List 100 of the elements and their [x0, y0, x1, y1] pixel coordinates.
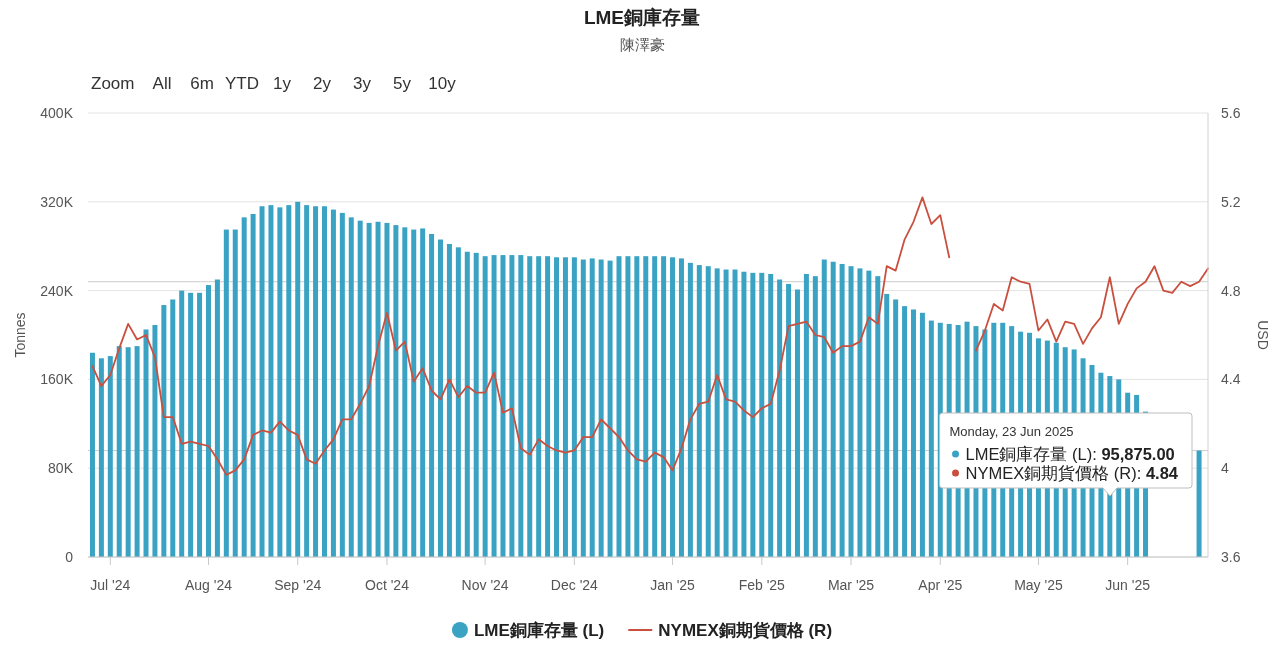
- bar: [500, 255, 506, 557]
- chart-title: LME銅庫存量: [583, 7, 701, 28]
- annotation: Monday, 23 Jun 2025: [949, 424, 1074, 439]
- bar: [607, 260, 613, 557]
- bar: [232, 229, 238, 557]
- y-tick-label: 80K: [48, 460, 74, 477]
- bar: [866, 270, 872, 557]
- bar: [402, 227, 408, 557]
- bar: [1196, 450, 1202, 557]
- bar: [357, 220, 363, 557]
- bar: [884, 293, 890, 557]
- x-tick-label: Aug '24: [184, 577, 233, 593]
- y2-tick-label: 4.8: [1221, 282, 1241, 299]
- bar: [803, 273, 809, 557]
- y-tick-label: 240K: [40, 282, 74, 299]
- y2-tick-label: 4: [1221, 460, 1229, 477]
- x-tick-label: Mar '25: [827, 577, 875, 593]
- bar: [259, 206, 265, 557]
- x-tick-label: Dec '24: [550, 577, 599, 593]
- y2-tick-label: 4.4: [1221, 371, 1241, 388]
- bar: [875, 276, 881, 557]
- bar: [250, 214, 256, 557]
- bar: [161, 305, 167, 557]
- text: 1y: [273, 74, 292, 93]
- x-tick-label: Nov '24: [461, 577, 509, 593]
- bar: [759, 272, 765, 557]
- bar: [125, 347, 131, 557]
- text: 10y: [428, 74, 457, 93]
- bar: [911, 309, 916, 557]
- bar: [116, 346, 122, 557]
- text: 5y: [393, 74, 412, 93]
- y-tick-label: 400K: [40, 105, 74, 121]
- bar: [571, 257, 577, 557]
- text: Zoom: [91, 74, 135, 93]
- bar: [670, 257, 676, 557]
- bar: [509, 255, 515, 557]
- text: YTD: [225, 74, 259, 93]
- y-tick-label: 320K: [40, 193, 74, 210]
- text: 2y: [313, 74, 332, 93]
- x-tick-label: Sep '24: [274, 577, 322, 593]
- bar: [286, 205, 292, 557]
- bar: [777, 279, 783, 557]
- bar: [741, 271, 747, 557]
- y2-tick-label: 5.6: [1221, 105, 1241, 121]
- bar: [170, 299, 176, 557]
- bar: [616, 256, 622, 557]
- bar: [625, 256, 631, 557]
- bar: [545, 256, 551, 557]
- bar: [893, 299, 899, 557]
- bar: [188, 292, 194, 557]
- bar: [143, 329, 149, 557]
- bar: [384, 222, 390, 557]
- bar: [634, 256, 640, 557]
- bar: [277, 207, 283, 557]
- bar: [214, 279, 220, 557]
- bar: [821, 259, 827, 557]
- y2-tick-label: 3.6: [1221, 549, 1241, 565]
- bar: [812, 276, 818, 557]
- bar: [98, 358, 104, 557]
- bar: [473, 252, 479, 557]
- bar: [687, 262, 693, 557]
- bar: [446, 243, 452, 557]
- bar: [705, 266, 711, 557]
- bar: [429, 233, 435, 557]
- bar: [179, 290, 185, 557]
- bar: [339, 212, 345, 557]
- bar: [919, 312, 925, 557]
- bar: [89, 352, 95, 557]
- bar: [455, 247, 461, 557]
- y2-axis-title: USD: [1255, 320, 1271, 350]
- y-tick-label: 160K: [40, 371, 74, 388]
- bar: [857, 268, 863, 557]
- bar: [223, 229, 229, 557]
- bar: [536, 256, 542, 557]
- bar: [438, 239, 444, 557]
- bar: [768, 273, 774, 557]
- bar: [366, 222, 372, 557]
- bar: [197, 292, 203, 557]
- bar: [830, 261, 836, 557]
- bar: [152, 325, 158, 557]
- x-tick-label: Feb '25: [738, 577, 786, 593]
- bar: [268, 205, 274, 557]
- bar: [375, 221, 381, 557]
- bar: [491, 255, 497, 557]
- annotation: LME銅庫存量 (L): 95,875.00: [965, 445, 1175, 463]
- bar: [527, 256, 533, 557]
- y-tick-label: 0: [65, 549, 74, 565]
- x-tick-label: Jul '24: [90, 577, 131, 593]
- bar: [464, 251, 470, 557]
- bar: [714, 268, 720, 557]
- bar: [393, 225, 399, 557]
- bar: [848, 266, 854, 557]
- text: 3y: [353, 74, 372, 93]
- text: All: [152, 74, 172, 93]
- bar: [313, 206, 319, 557]
- bar: [482, 256, 488, 557]
- bar: [205, 285, 211, 557]
- legend-label: NYMEX銅期貨價格 (R): [658, 621, 833, 640]
- bar: [652, 256, 658, 557]
- bar: [107, 356, 113, 557]
